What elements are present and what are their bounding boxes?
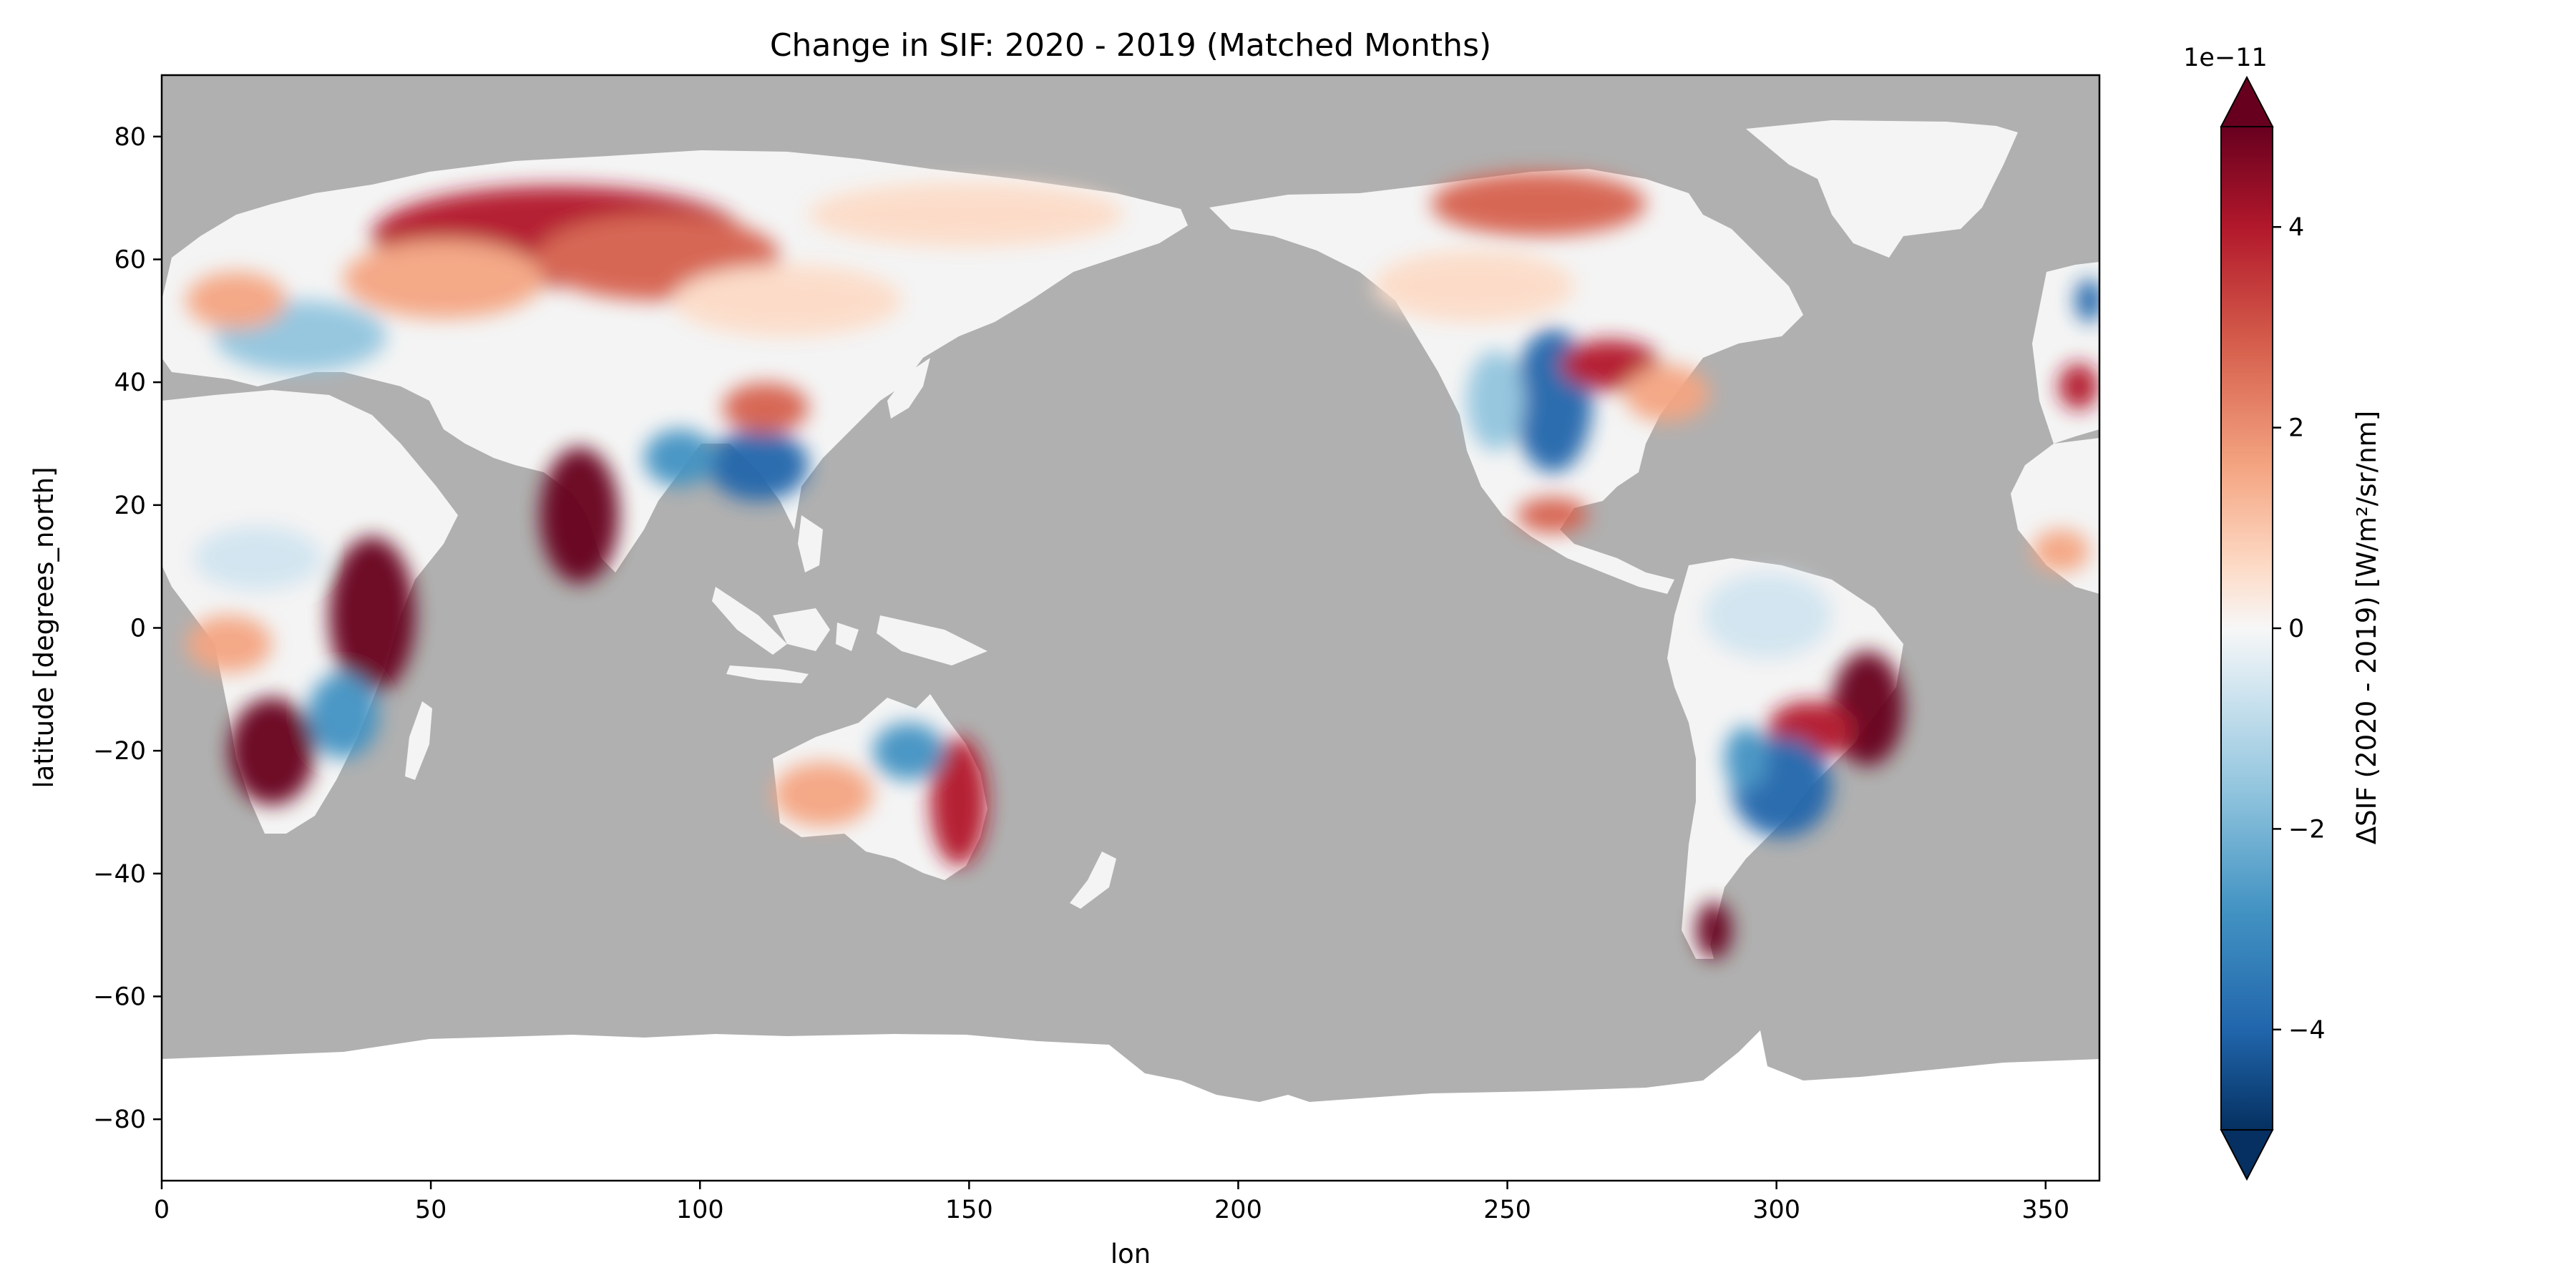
x-tick-label: 0 [154,1196,170,1224]
y-axis: 80 60 40 20 0 −20 −40 −60 −80 [93,123,162,1134]
colorbar-tick-label: −2 [2288,815,2326,844]
y-tick-label: −60 [93,983,146,1012]
colorbar-tick-label: 4 [2288,213,2304,242]
anomaly-layer [186,172,2099,959]
greenland-landmass [1746,120,2018,258]
y-tick-label: 60 [114,246,146,275]
chart-title: Change in SIF: 2020 - 2019 (Matched Mont… [770,27,1491,64]
x-tick-label: 300 [1752,1196,1800,1224]
y-axis-label: latitude [degrees_north] [29,467,59,788]
new-zealand-landmass [1070,852,1116,909]
x-axis: 0 50 100 150 200 250 300 350 [154,1181,2069,1224]
maritime-southeast-asia [712,515,987,683]
x-tick-label: 350 [2021,1196,2069,1224]
x-tick-label: 250 [1483,1196,1531,1224]
y-tick-label: 20 [114,492,146,520]
colorbar-ticks: 4 2 0 −2 −4 [2273,213,2326,1045]
y-tick-label: −80 [93,1106,146,1134]
antarctica-landmass [162,1030,2099,1181]
colorbar-extend-bottom [2220,1129,2274,1181]
japan-landmass [887,358,930,419]
y-tick-label: 0 [130,615,146,643]
colorbar-tick-label: −4 [2288,1016,2326,1045]
y-tick-label: −20 [93,737,146,766]
madagascar-landmass [405,701,432,780]
colorbar-offset-text: 1e−11 [2183,44,2268,72]
y-tick-label: −40 [93,860,146,889]
colorbar-gradient [2221,127,2273,1130]
colorbar-tick-label: 0 [2288,615,2304,643]
colorbar-label: ΔSIF (2020 - 2019) [W/m²/sr/nm] [2351,411,2382,844]
map-plot-area [162,75,2099,1181]
x-tick-label: 200 [1214,1196,1262,1224]
x-axis-label: lon [1111,1239,1151,1269]
colorbar: 4 2 0 −2 −4 1e−11 ΔSIF (2020 - 2019) [W/m²/s… [2183,44,2382,1181]
y-tick-label: 40 [114,369,146,397]
colorbar-extend-top [2220,75,2274,127]
x-tick-label: 150 [945,1196,993,1224]
x-tick-label: 100 [676,1196,724,1224]
colorbar-tick-label: 2 [2288,414,2304,443]
y-tick-label: 80 [114,123,146,152]
x-tick-label: 50 [415,1196,447,1224]
